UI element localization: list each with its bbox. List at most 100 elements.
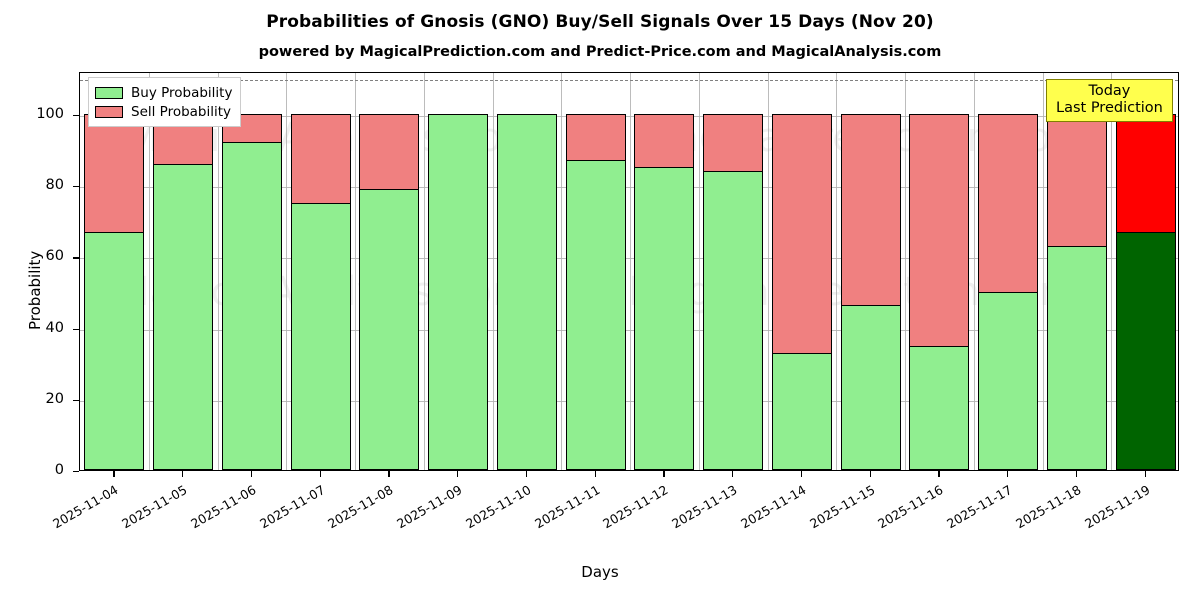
y-axis-label: Probability	[26, 250, 44, 330]
gridline-horizontal	[80, 329, 1178, 331]
y-axis-tick-mark	[73, 471, 79, 473]
x-axis-tick-mark	[1144, 471, 1146, 477]
legend-label-sell: Sell Probability	[131, 103, 232, 120]
bar[interactable]	[428, 73, 489, 470]
bar-segment-buy	[1046, 245, 1107, 470]
x-axis-tick-mark	[869, 471, 871, 477]
bar-segment-sell	[771, 113, 832, 354]
today-annotation-line1: Today	[1088, 83, 1131, 99]
bars-layer	[80, 73, 1178, 470]
gridline-vertical	[1042, 73, 1044, 470]
gridline-vertical	[217, 73, 219, 470]
y-axis-tick-mark	[73, 114, 79, 117]
x-axis-tick-mark	[457, 471, 459, 477]
x-axis-tick-mark	[800, 471, 803, 477]
x-axis-tick-mark	[1075, 471, 1078, 477]
bar[interactable]	[634, 73, 695, 470]
y-axis-tick-label: 60	[45, 248, 64, 265]
gridline-vertical	[355, 73, 356, 470]
bar[interactable]	[84, 73, 145, 470]
gridline-vertical	[423, 73, 425, 470]
bar-segment-buy	[703, 170, 764, 470]
bar-segment-sell	[290, 113, 351, 205]
gridline-vertical	[630, 73, 631, 470]
bar[interactable]	[840, 73, 901, 470]
bar-segment-sell	[1046, 113, 1107, 247]
bar-segment-buy	[634, 167, 695, 470]
bar-segment-buy	[840, 304, 901, 470]
y-axis-tick-label: 0	[54, 462, 64, 478]
legend: Buy Probability Sell Probability	[88, 77, 242, 127]
gridline-vertical	[492, 73, 494, 470]
bar-segment-buy	[153, 163, 214, 470]
y-axis-tick-label: 20	[45, 390, 64, 407]
x-axis-tick-mark	[732, 471, 734, 477]
bar[interactable]	[496, 73, 557, 470]
y-axis-tick-label: 80	[45, 177, 64, 193]
bar-segment-buy	[221, 142, 282, 470]
bar-segment-sell	[840, 113, 901, 306]
bar-segment-buy	[359, 188, 420, 470]
bar-segment-buy	[771, 352, 832, 470]
bar-segment-sell	[84, 113, 145, 233]
gridline-horizontal	[80, 400, 1178, 402]
bar-segment-sell	[909, 113, 970, 347]
bar-segment-sell	[703, 113, 764, 172]
today-annotation: Today Last Prediction	[1046, 79, 1173, 123]
gridline-vertical	[561, 73, 563, 470]
y-axis-tick-label: 40	[45, 319, 64, 336]
legend-swatch-buy	[95, 86, 123, 99]
chart-title: Probabilities of Gnosis (GNO) Buy/Sell S…	[266, 12, 934, 32]
gridline-horizontal	[80, 258, 1178, 260]
y-axis-tick-mark	[73, 257, 79, 259]
bar-segment-buy	[428, 113, 489, 470]
bar-segment-buy	[565, 160, 626, 470]
bar-segment-sell	[978, 113, 1039, 294]
x-axis-tick-mark	[182, 471, 184, 477]
bar-segment-buy	[290, 202, 351, 470]
bar[interactable]	[771, 73, 832, 470]
plot-inner: MagicalAnalysis.comMagicalPrediction.com…	[80, 73, 1178, 470]
bar-segment-buy	[1115, 231, 1176, 470]
bar-segment-sell	[359, 113, 420, 190]
gridline-vertical	[767, 73, 769, 470]
bar-segment-buy	[909, 345, 970, 470]
bar[interactable]	[153, 73, 214, 470]
bar[interactable]	[290, 73, 351, 470]
bar[interactable]	[1046, 73, 1107, 470]
bar-today[interactable]	[1115, 73, 1176, 470]
gridline-vertical	[148, 73, 150, 470]
plot-area: MagicalAnalysis.comMagicalPrediction.com…	[79, 72, 1179, 471]
gridline-horizontal	[80, 115, 1178, 117]
bar-segment-buy	[496, 113, 557, 470]
y-axis-tick-mark	[73, 399, 79, 402]
gridline-vertical	[286, 73, 288, 470]
bar[interactable]	[978, 73, 1039, 470]
bar[interactable]	[703, 73, 764, 470]
legend-swatch-sell	[95, 105, 123, 118]
x-axis-tick-mark	[113, 471, 115, 477]
x-axis-tick-mark	[525, 471, 528, 477]
x-axis-label: Days	[581, 563, 619, 581]
bar-segment-buy	[84, 231, 145, 470]
today-annotation-line2: Last Prediction	[1056, 100, 1163, 117]
chart-subtitle: powered by MagicalPrediction.com and Pre…	[258, 44, 942, 60]
bar[interactable]	[909, 73, 970, 470]
y-axis-tick-mark	[73, 186, 79, 188]
x-axis-tick-mark	[1007, 471, 1009, 477]
gridline-vertical	[905, 73, 906, 470]
x-axis-tick-mark	[319, 471, 321, 477]
legend-item-sell: Sell Probability	[95, 102, 232, 121]
legend-item-buy: Buy Probability	[95, 83, 232, 102]
bar[interactable]	[359, 73, 420, 470]
y-axis-tick-label: 100	[36, 105, 64, 122]
bar[interactable]	[565, 73, 626, 470]
bar[interactable]	[221, 73, 282, 470]
gridline-vertical	[973, 73, 975, 470]
x-axis-tick-mark	[250, 471, 253, 477]
gridline-horizontal	[80, 187, 1178, 188]
gridline-vertical	[698, 73, 700, 470]
x-axis-tick-mark	[594, 471, 596, 477]
y-axis-tick-mark	[73, 328, 79, 330]
